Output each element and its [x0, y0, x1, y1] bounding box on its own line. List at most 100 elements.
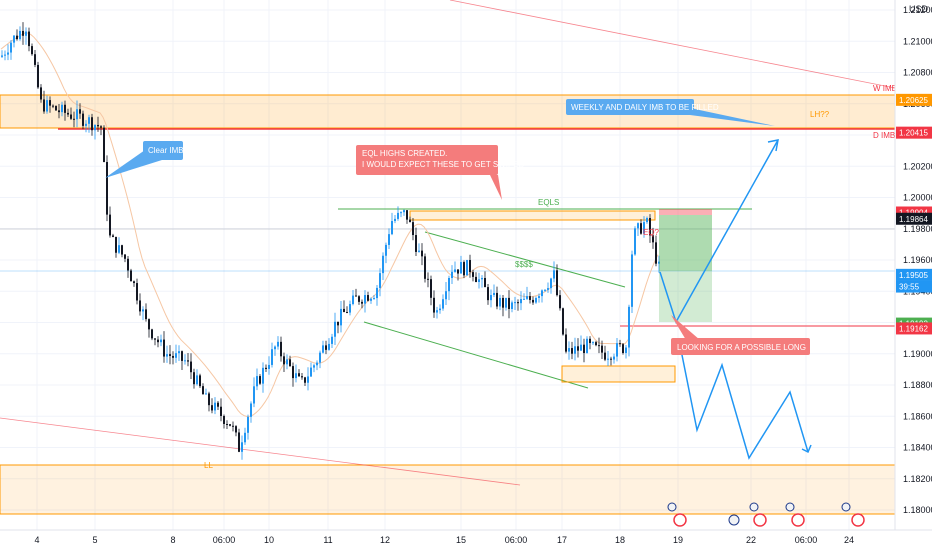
candle-body — [292, 366, 294, 379]
candle-body — [43, 99, 45, 112]
event-icon[interactable] — [749, 502, 759, 512]
candle-body — [622, 344, 624, 353]
candle-body — [202, 386, 204, 395]
candle-body — [478, 279, 480, 282]
candle-body — [469, 260, 471, 273]
candle-body — [166, 354, 168, 357]
time-tick-label: 22 — [746, 535, 756, 545]
candle-body — [361, 301, 363, 304]
candle-body — [499, 297, 501, 307]
candle-body — [232, 425, 234, 427]
price-tick-label: 1.18000 — [903, 505, 932, 515]
event-icon[interactable] — [673, 513, 687, 527]
candle-body — [25, 31, 27, 36]
event-icon[interactable] — [753, 513, 767, 527]
candle-body — [517, 302, 519, 304]
candle-body — [91, 117, 93, 131]
candle-body — [268, 364, 270, 369]
candle-body — [379, 273, 381, 288]
event-icon[interactable] — [667, 502, 677, 512]
candle-body — [298, 373, 300, 377]
candle-body — [259, 376, 261, 384]
candle-body — [475, 276, 477, 282]
time-tick-label: 15 — [456, 535, 466, 545]
candle-body — [427, 278, 429, 280]
event-icon[interactable] — [791, 513, 805, 527]
candle-body — [7, 52, 9, 55]
candle-body — [358, 296, 360, 302]
event-icon[interactable] — [841, 502, 851, 512]
candle-body — [226, 423, 228, 425]
price-tick-label: 1.21200 — [903, 5, 932, 15]
candle-body — [94, 124, 96, 131]
candle-body — [67, 112, 69, 115]
time-tick-label: 11 — [323, 535, 332, 545]
price-tag — [896, 212, 932, 225]
price-tick-label: 1.19000 — [903, 349, 932, 359]
candle-body — [169, 354, 171, 356]
price-tag-label: 1.19505 — [899, 271, 928, 280]
candle-body — [442, 299, 444, 309]
candle-body — [502, 297, 504, 308]
candle-body — [373, 298, 375, 300]
candle-body — [220, 406, 222, 416]
weekly-imbalance-zone — [0, 94, 896, 129]
channel-upper-line — [424, 231, 626, 288]
candle-body — [289, 359, 291, 367]
candle-body — [307, 376, 309, 383]
candle-body — [130, 270, 132, 282]
candle-body — [355, 295, 357, 297]
candle-body — [10, 42, 12, 53]
candle-body — [244, 432, 246, 443]
callout-eql-highs[interactable]: EQL HIGHS CREATED. I WOULD EXPECT THESE … — [356, 145, 525, 200]
candle-body — [472, 272, 474, 277]
event-icon[interactable] — [851, 513, 865, 527]
candle-body — [568, 348, 570, 352]
candle-body — [319, 352, 321, 363]
candle-body — [634, 228, 636, 255]
candle-body — [385, 244, 387, 256]
candle-body — [97, 124, 99, 127]
callout-weekly[interactable]: WEEKLY AND DAILY IMB TO BE FILLED — [566, 99, 775, 126]
economic-events[interactable] — [667, 502, 865, 527]
callout-clear-imb[interactable]: Clear IMB — [105, 141, 184, 178]
projection-down-path — [679, 344, 809, 460]
candle-body — [559, 295, 561, 309]
candle-body — [448, 277, 450, 292]
candle-body — [394, 218, 396, 222]
candle-body — [382, 255, 384, 274]
bottom-zone — [0, 464, 896, 515]
candle-body — [583, 344, 585, 354]
candle-body — [556, 270, 558, 296]
candle-body — [187, 360, 189, 362]
event-icon[interactable] — [728, 514, 740, 526]
candle-body — [52, 105, 54, 107]
time-tick-label: 17 — [557, 535, 567, 545]
candle-body — [205, 393, 207, 395]
candle-body — [640, 223, 642, 234]
price-tick-label: 1.18200 — [903, 474, 932, 484]
candle-body — [22, 30, 24, 36]
candle-body — [151, 329, 153, 339]
candle-body — [85, 123, 87, 126]
w-imb-label: W IMB — [873, 84, 897, 93]
candle-body — [100, 126, 102, 128]
currency-label: USD — [909, 4, 929, 14]
candle-body — [19, 30, 21, 40]
candle-body — [70, 114, 72, 119]
candle-body — [184, 360, 186, 362]
candle-body — [403, 210, 405, 213]
candle-body — [577, 346, 579, 351]
candle-body — [589, 338, 591, 344]
candle-body — [580, 344, 582, 351]
callout-long[interactable]: LOOKING FOR A POSSIBLE LONG — [671, 315, 810, 355]
candle-body — [463, 262, 465, 276]
time-axis[interactable]: 4 5 8 06:00 10 11 12 15 06:00 17 18 19 22 06:00 24 — [34, 535, 854, 545]
candle-body — [223, 415, 225, 424]
event-icon[interactable] — [785, 502, 795, 512]
candle-body — [439, 308, 441, 311]
upper-red-trendline — [449, 0, 896, 89]
demand-box — [561, 365, 676, 383]
candle-body — [388, 234, 390, 245]
